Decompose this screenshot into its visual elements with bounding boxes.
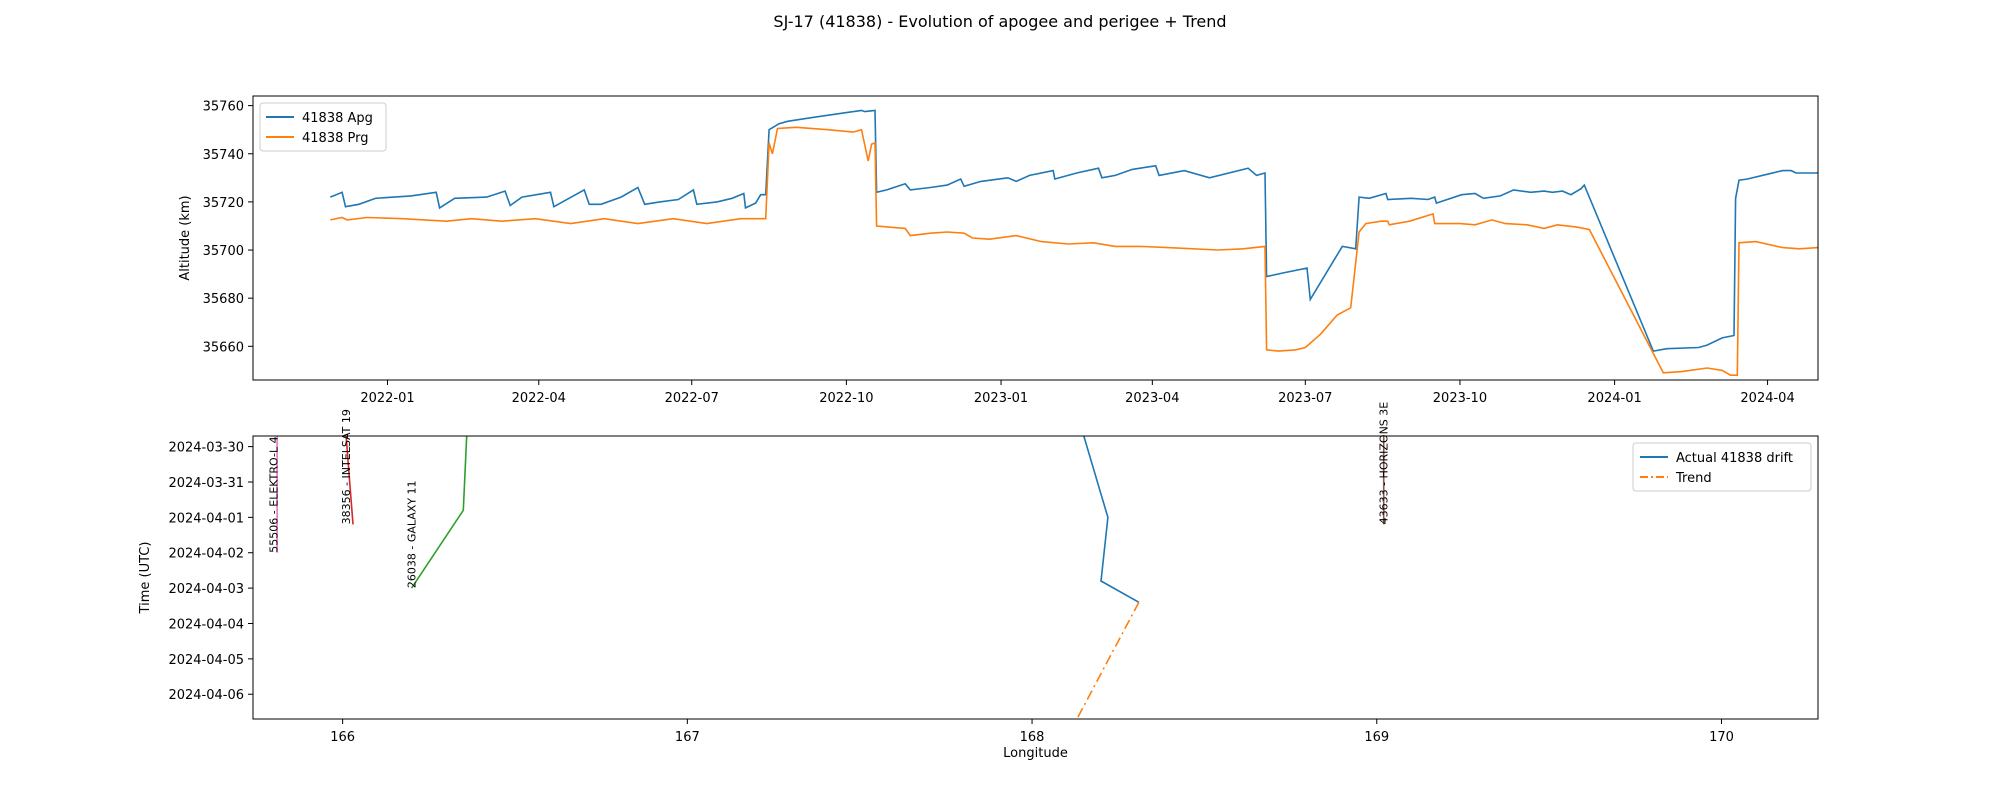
trend-line: [1076, 601, 1140, 719]
neighbour-track: [410, 436, 468, 589]
x-tick-label: 2023-10: [1433, 391, 1487, 406]
x-tick-label: 168: [1020, 730, 1045, 745]
x-axis-label: Longitude: [1003, 746, 1068, 761]
y-tick-label: 2024-04-03: [168, 582, 244, 597]
x-tick-label: 169: [1364, 730, 1389, 745]
y-tick-label: 35680: [203, 292, 244, 307]
satellite-label: 55506 - ELEKTRO-L 4: [268, 436, 281, 552]
legend-frame: [259, 102, 387, 152]
y-axis-label: Time (UTC): [138, 542, 153, 615]
x-tick-label: 2022-04: [512, 391, 566, 406]
y-tick-label: 35720: [203, 196, 244, 211]
x-tick-label: 2024-04: [1740, 391, 1794, 406]
y-tick-label: 2024-03-31: [168, 476, 244, 491]
y-tick-label: 35760: [203, 100, 244, 115]
y-tick-label: 2024-04-06: [168, 688, 244, 703]
legend-label: Actual 41838 drift: [1676, 451, 1793, 466]
y-tick-label: 2024-03-30: [168, 441, 244, 456]
plot-area: [253, 96, 1818, 380]
x-tick-label: 170: [1709, 730, 1734, 745]
x-tick-label: 2023-04: [1125, 391, 1179, 406]
x-tick-label: 2022-07: [665, 391, 719, 406]
x-tick-label: 2022-01: [360, 391, 414, 406]
legend: Actual 41838 drift Trend: [1632, 442, 1812, 492]
figure-title: SJ-17 (41838) - Evolution of apogee and …: [773, 12, 1226, 31]
satellite-label: 26038 - GALAXY 11: [406, 480, 419, 588]
plot-area: [253, 436, 1818, 719]
x-tick-label: 2023-07: [1278, 391, 1332, 406]
axes-frame: [252, 95, 1819, 381]
satellite-label: 38356 - INTELSAT 19: [340, 409, 353, 524]
y-tick-label: 35700: [203, 244, 244, 259]
x-tick-label: 166: [330, 730, 355, 745]
series-line-apogee: [329, 109, 1818, 353]
legend-label: 41838 Prg: [302, 131, 368, 146]
x-tick-label: 167: [675, 730, 700, 745]
y-tick-label: 35660: [203, 340, 244, 355]
y-tick-label: 2024-04-05: [168, 653, 244, 668]
legend-frame: [1632, 442, 1812, 492]
y-tick-label: 2024-04-02: [168, 547, 244, 562]
apogee-perigee-axes: 2022-01 2022-04 2022-07 2022-10 2023-01 2023-…: [178, 95, 1819, 406]
series-line-perigee: [330, 126, 1818, 376]
y-tick-label: 2024-04-04: [168, 617, 244, 632]
legend-label: 41838 Apg: [302, 111, 373, 126]
satellite-label: 43633 - HORIZONS 3E: [1378, 402, 1391, 525]
x-tick-label: 2022-10: [819, 391, 873, 406]
actual-drift-line: [1083, 436, 1140, 603]
drift-axes: 55506 - ELEKTRO-L 4 38356 - INTELSAT 19 26…: [138, 402, 1819, 761]
legend: 41838 Apg 41838 Prg: [259, 102, 387, 152]
x-tick-label: 2023-01: [974, 391, 1028, 406]
axes-frame: [252, 435, 1819, 720]
legend-label: Trend: [1675, 471, 1712, 486]
x-tick-label: 2024-01: [1587, 391, 1641, 406]
neighbour-track: [345, 436, 354, 525]
y-axis-label: Altitude (km): [178, 195, 193, 280]
y-tick-label: 35740: [203, 148, 244, 163]
y-tick-label: 2024-04-01: [168, 511, 244, 526]
